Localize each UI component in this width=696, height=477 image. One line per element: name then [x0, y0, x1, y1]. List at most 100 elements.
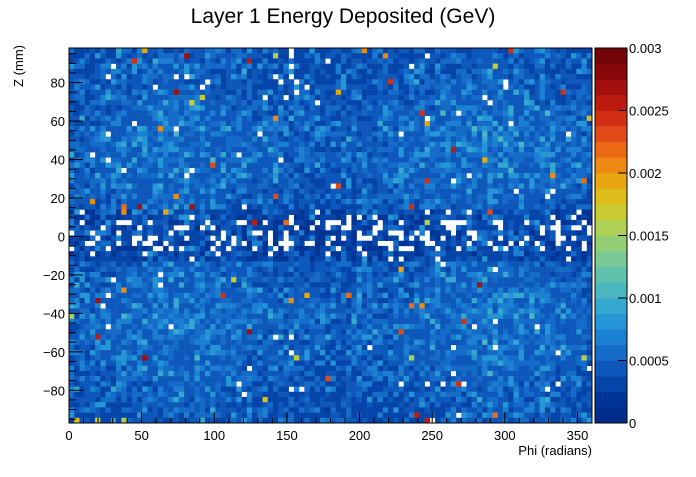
heatmap-cell	[565, 303, 572, 309]
heatmap-cell	[241, 131, 248, 137]
heatmap-cell	[435, 162, 441, 169]
heatmap-cell	[372, 199, 378, 205]
heatmap-cell	[105, 162, 112, 169]
heatmap-cell	[231, 219, 237, 226]
heatmap-cell	[272, 256, 279, 262]
heatmap-cell	[89, 105, 96, 111]
heatmap-cell	[398, 105, 404, 111]
heatmap-cell	[147, 303, 153, 309]
heatmap-cell	[100, 183, 106, 189]
heatmap-cell	[461, 74, 467, 80]
heatmap-cell	[304, 53, 310, 59]
heatmap-cell	[476, 193, 483, 200]
heatmap-cell	[236, 120, 242, 127]
heatmap-cell	[194, 240, 200, 247]
heatmap-cell	[503, 298, 509, 304]
heatmap-cell	[555, 256, 561, 262]
heatmap-cell	[304, 79, 310, 85]
heatmap-cell	[257, 63, 263, 70]
heatmap-cell	[95, 141, 101, 148]
heatmap-cell	[356, 282, 363, 288]
heatmap-cell	[231, 193, 237, 200]
heatmap-cell	[184, 84, 190, 90]
heatmap-cell	[116, 318, 122, 325]
heatmap-cell	[210, 89, 216, 96]
heatmap-cell	[555, 287, 561, 294]
heatmap-cell	[497, 303, 504, 309]
heatmap-cell	[110, 94, 117, 101]
heatmap-cell	[503, 209, 509, 215]
heatmap-cell	[367, 188, 373, 195]
heatmap-cell	[246, 141, 253, 148]
heatmap-cell	[320, 120, 326, 127]
heatmap-cell	[330, 313, 336, 320]
heatmap-cell	[476, 58, 483, 64]
heatmap-cell	[100, 152, 106, 158]
heatmap-cell	[560, 266, 567, 273]
heatmap-cell	[508, 251, 514, 257]
heatmap-cell	[157, 68, 164, 75]
heatmap-cell	[89, 303, 96, 309]
heatmap-cell	[586, 162, 593, 169]
heatmap-cell	[231, 251, 237, 257]
heatmap-cell	[550, 89, 556, 96]
heatmap-cell	[398, 313, 404, 320]
heatmap-cell	[262, 157, 268, 163]
heatmap-cell	[272, 209, 279, 215]
heatmap-cell	[147, 68, 153, 75]
heatmap-cell	[215, 110, 221, 116]
heatmap-cell	[356, 178, 363, 184]
heatmap-cell	[377, 271, 384, 278]
heatmap-cell	[555, 204, 561, 210]
heatmap-cell	[424, 152, 431, 158]
heatmap-cell	[450, 53, 457, 59]
heatmap-cell	[283, 251, 289, 257]
heatmap-cell	[361, 136, 368, 142]
heatmap-cell	[272, 225, 279, 231]
heatmap-cell	[267, 219, 274, 226]
heatmap-cell	[210, 313, 216, 320]
heatmap-cell	[534, 141, 540, 148]
heatmap-cell	[403, 225, 410, 231]
heatmap-cell	[388, 303, 394, 309]
heatmap-cell	[215, 214, 221, 221]
heatmap-cell	[309, 105, 316, 111]
heatmap-cell	[424, 126, 431, 132]
heatmap-cell	[215, 313, 221, 320]
heatmap-cell	[299, 235, 305, 241]
heatmap-cell	[388, 53, 394, 59]
heatmap-cell	[231, 126, 237, 132]
heatmap-cell	[346, 292, 352, 299]
heatmap-cell	[340, 308, 347, 314]
heatmap-cell	[168, 74, 174, 80]
heatmap-cell	[361, 58, 368, 64]
heatmap-cell	[330, 256, 336, 262]
heatmap-cell	[225, 266, 232, 273]
heatmap-cell	[544, 84, 551, 90]
heatmap-cell	[163, 53, 169, 59]
heatmap-cell	[382, 167, 389, 174]
heatmap-cell	[351, 68, 357, 75]
heatmap-cell	[299, 292, 305, 299]
heatmap-cell	[110, 313, 117, 320]
heatmap-cell	[403, 235, 410, 241]
heatmap-cell	[471, 110, 478, 116]
heatmap-cell	[497, 173, 504, 179]
heatmap-cell	[513, 245, 520, 252]
heatmap-cell	[262, 110, 268, 116]
heatmap-cell	[440, 94, 446, 101]
heatmap-cell	[340, 245, 347, 252]
heatmap-cell	[272, 131, 279, 137]
heatmap-cell	[550, 193, 556, 200]
heatmap-cell	[466, 303, 472, 309]
heatmap-cell	[518, 105, 525, 111]
heatmap-cell	[79, 240, 85, 247]
heatmap-cell	[361, 287, 368, 294]
heatmap-cell	[79, 74, 85, 80]
heatmap-cell	[414, 79, 420, 85]
heatmap-cell	[361, 193, 368, 200]
heatmap-cell	[565, 74, 572, 80]
heatmap-cell	[503, 105, 509, 111]
heatmap-cell	[372, 178, 378, 184]
heatmap-cell	[471, 48, 478, 54]
